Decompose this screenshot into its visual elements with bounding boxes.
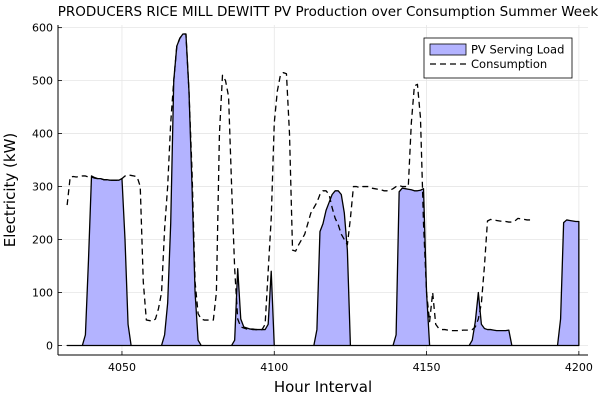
x-tick-label: 4050 [108,361,136,374]
y-tick-label: 500 [32,75,53,88]
y-tick-label: 100 [32,286,53,299]
y-tick-label: 300 [32,181,53,194]
y-tick-label: 400 [32,128,53,141]
chart-title: PRODUCERS RICE MILL DEWITT PV Production… [58,4,599,20]
y-tick-label: 200 [32,234,53,247]
legend: PV Serving Load Consumption [423,37,573,79]
x-tick-label: 4150 [413,361,441,374]
legend-label-pv: PV Serving Load [471,43,564,57]
y-axis-title: Electricity (kW) [1,133,19,248]
x-tick-label: 4100 [260,361,288,374]
axes-frame [57,25,588,356]
x-axis-title: Hour Interval [274,378,372,396]
tick-labels: 4050 4100 4150 4200 0 100 200 300 400 500 600 [32,22,593,374]
y-tick-label: 0 [46,339,53,352]
legend-label-consumption: Consumption [471,57,547,71]
consumption-line [66,33,531,332]
legend-swatch-pv [429,43,467,56]
x-tick-label: 4200 [565,361,593,374]
y-tick-label: 600 [32,22,53,35]
pv-serving-load-area [66,33,580,347]
